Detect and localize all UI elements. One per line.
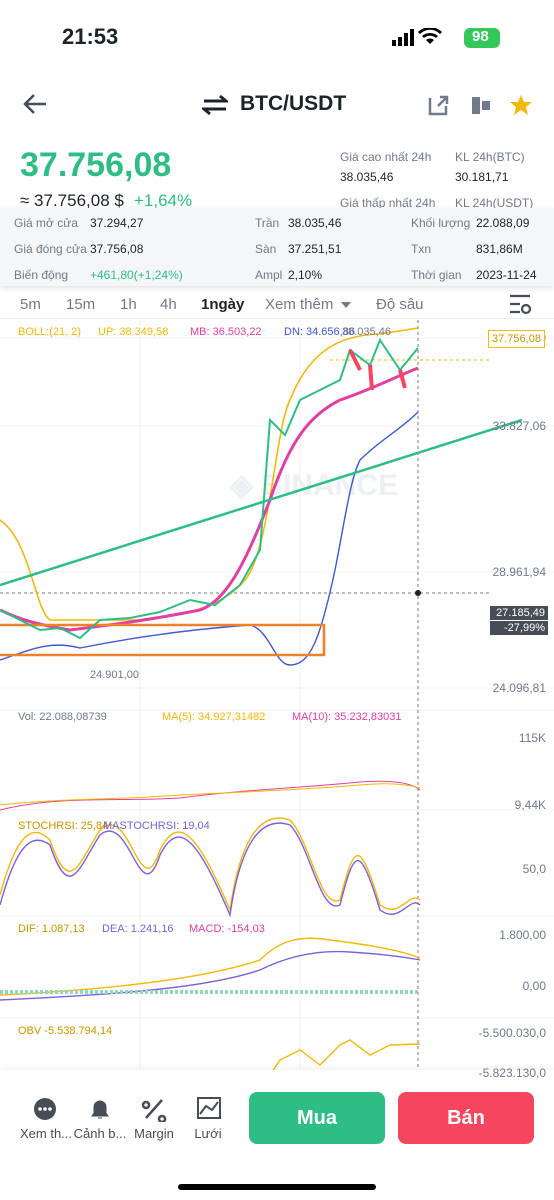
info-label: Giá đóng cửa [14,242,87,256]
stat-label: KL 24h(BTC) [455,150,525,164]
cursor-pct: -27,99% [490,621,548,635]
timeframe-tab[interactable]: Xem thêm [265,296,334,313]
home-indicator [178,1184,376,1190]
price-change: +1,64% [134,191,193,210]
timeframe-tab[interactable]: 1h [120,296,137,313]
nav-item[interactable]: Cảnh b... [73,1126,127,1141]
dea-label: DEA: 1.241,16 [102,923,174,935]
obv-label: OBV -5.538.794,14 [18,1025,113,1037]
y-axis-label: 1.800,00 [499,928,546,942]
back-button[interactable] [22,92,48,116]
info-value: 2,10% [288,268,323,282]
timeframe-tab[interactable]: 5m [20,296,41,313]
stat-value: 30.181,71 [455,170,509,184]
nav-icons [34,1097,221,1122]
info-label: Sàn [255,242,277,256]
y-axis-label: -5.500.030,0 [478,1026,546,1040]
info-label: Ampl [255,268,283,282]
stat-value: 38.035,46 [340,170,394,184]
timeframe-tab[interactable]: 15m [66,296,96,313]
price-fiat: ≈ 37.756,08 $ [20,191,124,210]
info-label: Khối lượng [411,216,471,230]
last-price-tag: 37.756,08 [488,330,545,348]
boll-mb: MB: 36.503,22 [190,326,262,338]
macd-label: MACD: -154,03 [189,923,265,935]
info-label: Giá mở cửa [14,216,78,230]
info-label: Txn [411,242,432,256]
nav-item[interactable]: Xem th... [19,1126,73,1141]
mastochrsi-label: MASTOCHRSI: 19,04 [103,820,210,832]
divider [0,318,554,319]
y-axis-label: 115K [518,731,546,745]
ma5-label: MA(5): 34.927,31482 [162,711,266,723]
info-value: 38.035,46 [288,216,342,230]
y-axis-label: 9,44K [514,798,546,812]
info-label: Biến động [14,268,69,282]
boll-up: UP: 38.349,58 [98,326,169,338]
battery: 98 [472,28,489,45]
info-label: Thời gian [411,268,462,282]
nav-item[interactable]: Lưới [194,1126,222,1141]
info-value: 37.294,27 [90,216,144,230]
status-icons [392,28,500,48]
timeframe-tab[interactable]: Độ sâu [376,296,424,313]
cursor-price: 27.185,49 [490,606,548,620]
time: 21:53 [62,24,119,49]
boll-label: BOLL:(21, 2) [18,326,81,338]
nav-item[interactable]: Margin [134,1126,174,1141]
pair-title: BTC/USDT [240,92,347,115]
info-label: Trần [255,216,280,230]
dif-label: DIF: 1.087,13 [18,923,85,935]
vol-label: Vol: 22.088,08739 [18,711,107,723]
info-value: 37.756,08 [90,242,144,256]
info-value: 831,86M [476,242,523,256]
candle-info-panel [0,208,554,286]
stat-label: KL 24h(USDT) [455,196,534,210]
y-axis-label: -5.823.130,0 [478,1066,546,1080]
buy-button[interactable]: Mua [249,1092,385,1144]
info-value: 37.251,51 [288,242,342,256]
high-marker: 38.035,46 [342,326,391,338]
y-axis-label: 0,00 [522,979,546,993]
stat-label: Giá thấp nhất 24h [340,196,436,210]
dropdown-icon [341,302,351,308]
timeframe-tab[interactable]: 4h [160,296,177,313]
stochrsi-label: STOCHRSI: 25,84 [18,820,109,832]
low-marker: 24.901,00 [90,669,139,681]
chart-drawing: ◈ BINANCE [0,320,554,1080]
y-axis-label: 24.096,81 [492,681,546,695]
y-axis-label: 50,0 [522,862,546,876]
settings-icon[interactable] [508,292,532,316]
info-value: +461,80(+1,24%) [90,268,183,282]
last-price: 37.756,08 [20,146,172,184]
header-actions[interactable] [428,94,532,116]
info-value: 2023-11-24 [476,268,537,282]
swap-icon[interactable] [202,94,228,116]
ma10-label: MA(10): 35.232,83031 [292,711,402,723]
timeframe-tab[interactable]: 1ngày [201,296,245,313]
boll-dn: DN: 34.656,86 [284,326,355,338]
sell-button[interactable]: Bán [398,1092,534,1144]
y-axis-label: 28.961,94 [492,565,546,579]
stat-label: Giá cao nhất 24h [340,150,432,164]
y-axis-label: 33.827,06 [492,419,546,433]
info-value: 22.088,09 [476,216,530,230]
